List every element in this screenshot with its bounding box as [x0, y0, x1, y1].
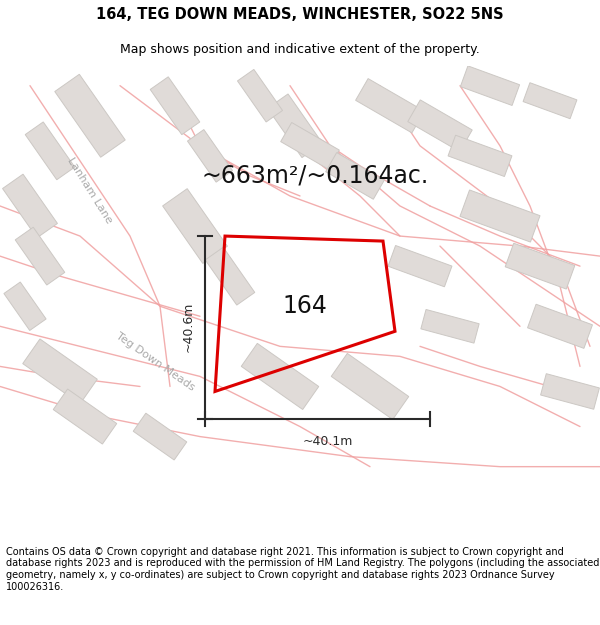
Polygon shape — [523, 82, 577, 119]
Polygon shape — [460, 66, 520, 106]
Polygon shape — [268, 94, 322, 158]
Polygon shape — [150, 77, 200, 134]
Polygon shape — [281, 122, 340, 169]
Polygon shape — [541, 374, 599, 409]
Polygon shape — [205, 248, 255, 305]
Polygon shape — [356, 79, 424, 133]
Polygon shape — [187, 129, 233, 182]
Polygon shape — [388, 246, 452, 287]
Polygon shape — [421, 309, 479, 343]
Text: ~40.6m: ~40.6m — [182, 302, 195, 352]
Polygon shape — [448, 135, 512, 176]
Polygon shape — [133, 413, 187, 460]
Polygon shape — [326, 152, 385, 199]
Text: ~40.1m: ~40.1m — [302, 434, 353, 447]
Text: 164, TEG DOWN MEADS, WINCHESTER, SO22 5NS: 164, TEG DOWN MEADS, WINCHESTER, SO22 5N… — [96, 7, 504, 22]
Polygon shape — [331, 353, 409, 419]
Polygon shape — [460, 190, 540, 242]
Text: Contains OS data © Crown copyright and database right 2021. This information is : Contains OS data © Crown copyright and d… — [6, 547, 599, 592]
Text: Lanham Lane: Lanham Lane — [65, 156, 115, 226]
Polygon shape — [55, 74, 125, 158]
Polygon shape — [2, 174, 58, 238]
Polygon shape — [408, 100, 472, 152]
Polygon shape — [527, 304, 592, 348]
Polygon shape — [23, 339, 97, 404]
Polygon shape — [4, 282, 46, 331]
Polygon shape — [15, 228, 65, 285]
Text: Map shows position and indicative extent of the property.: Map shows position and indicative extent… — [120, 42, 480, 56]
Polygon shape — [53, 389, 117, 444]
Text: ~663m²/~0.164ac.: ~663m²/~0.164ac. — [202, 164, 428, 188]
Polygon shape — [163, 189, 227, 263]
Polygon shape — [25, 122, 75, 180]
Polygon shape — [238, 69, 283, 122]
Text: 164: 164 — [283, 294, 328, 318]
Polygon shape — [505, 243, 575, 289]
Polygon shape — [241, 343, 319, 409]
Text: Teg Down Meads: Teg Down Meads — [114, 331, 196, 392]
